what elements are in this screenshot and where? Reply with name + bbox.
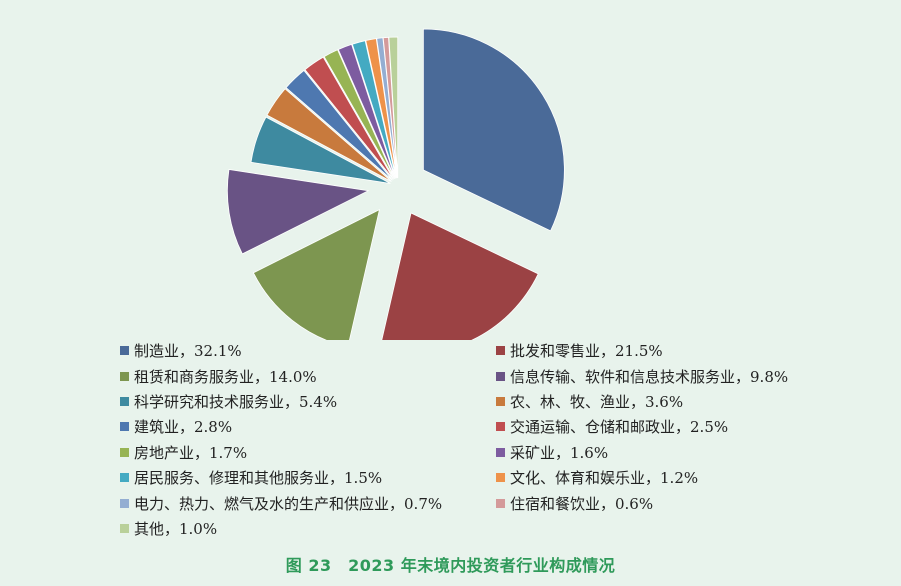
pie-slice — [323, 49, 395, 180]
legend-item: 科学研究和技术服务业，5.4% — [120, 389, 496, 414]
legend-label: 文化、体育和娱乐业，1.2% — [510, 469, 699, 488]
legend-swatch — [120, 473, 129, 483]
legend-label: 信息传输、软件和信息技术服务业，9.8% — [510, 367, 789, 386]
legend-item: 电力、热力、燃气及水的生产和供应业，0.7% — [120, 490, 496, 515]
legend-swatch — [120, 346, 129, 356]
legend-label: 采矿业，1.6% — [510, 443, 609, 462]
legend-item: 交通运输、仓储和邮政业，2.5% — [496, 414, 880, 439]
legend-item: 批发和零售业，21.5% — [496, 338, 880, 363]
legend-label: 居民服务、修理和其他服务业，1.5% — [134, 469, 383, 488]
legend-item: 农、林、牧、渔业，3.6% — [496, 389, 880, 414]
legend-label: 其他，1.0% — [134, 519, 218, 538]
pie-slice — [365, 38, 397, 179]
legend-label: 制造业，32.1% — [134, 342, 242, 361]
pie-slice — [250, 116, 391, 184]
legend-swatch — [496, 422, 505, 432]
legend-label: 批发和零售业，21.5% — [510, 342, 663, 361]
legend-swatch — [120, 523, 129, 533]
legend-swatch — [120, 447, 129, 457]
legend-swatch — [120, 422, 129, 432]
legend-label: 交通运输、仓储和邮政业，2.5% — [510, 418, 729, 437]
pie-slice — [252, 208, 381, 340]
pie-slice — [266, 88, 392, 182]
legend-swatch — [496, 473, 505, 483]
legend-swatch — [496, 346, 505, 356]
pie-slice — [381, 212, 539, 340]
chart-legend: 制造业，32.1% 批发和零售业，21.5% 租赁和商务服务业，14.0% 信息传输、… — [120, 338, 880, 541]
legend-item: 信息传输、软件和信息技术服务业，9.8% — [496, 363, 880, 388]
pie-slices — [226, 28, 565, 340]
legend-item: 住宿和餐饮业，0.6% — [496, 490, 880, 515]
pie-slice — [382, 36, 398, 179]
legend-swatch — [120, 498, 129, 508]
legend-swatch — [496, 371, 505, 381]
pie-slice — [285, 69, 393, 181]
legend-label: 建筑业，2.8% — [134, 418, 233, 437]
legend-label: 科学研究和技术服务业，5.4% — [134, 392, 338, 411]
pie-slice — [337, 43, 396, 179]
pie-slice — [226, 169, 370, 255]
legend-swatch — [120, 396, 129, 406]
legend-item: 建筑业，2.8% — [120, 414, 496, 439]
legend-item: 制造业，32.1% — [120, 338, 496, 363]
legend-label: 租赁和商务服务业，14.0% — [134, 367, 317, 386]
legend-swatch — [120, 371, 129, 381]
pie-slice — [304, 56, 394, 180]
pie-slice — [388, 36, 399, 179]
legend-swatch — [496, 498, 505, 508]
pie-slice — [422, 28, 565, 232]
legend-item: 居民服务、修理和其他服务业，1.5% — [120, 465, 496, 490]
legend-label: 房地产业，1.7% — [134, 443, 248, 462]
legend-item: 其他，1.0% — [120, 516, 496, 541]
legend-item: 文化、体育和娱乐业，1.2% — [496, 465, 880, 490]
figure-caption: 图 23 2023 年末境内投资者行业构成情况 — [285, 556, 616, 575]
legend-label: 住宿和餐饮业，0.6% — [510, 494, 654, 513]
legend-item: 采矿业，1.6% — [496, 440, 880, 465]
legend-label: 农、林、牧、渔业，3.6% — [510, 392, 684, 411]
pie-slice — [351, 40, 397, 179]
legend-item: 房地产业，1.7% — [120, 440, 496, 465]
legend-label: 电力、热力、燃气及水的生产和供应业，0.7% — [134, 494, 443, 513]
pie-chart — [226, 28, 565, 340]
legend-swatch — [496, 447, 505, 457]
legend-swatch — [496, 396, 505, 406]
legend-item: 租赁和商务服务业，14.0% — [120, 363, 496, 388]
